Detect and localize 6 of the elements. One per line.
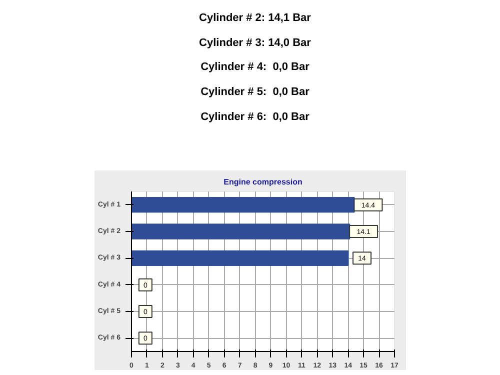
text: Cylinder # 6: 0,0 Bar (200, 110, 310, 125)
chart-title: Engine compression (224, 178, 302, 186)
text: Cylinder # 4: 0,0 Bar (200, 60, 310, 76)
text: Cylinder # 5: 0,0 Bar (200, 85, 310, 100)
text: Cylinder # 2: 14,1 Bar (199, 11, 311, 26)
text: Cylinder # 3: 14,0 Bar (199, 36, 311, 51)
